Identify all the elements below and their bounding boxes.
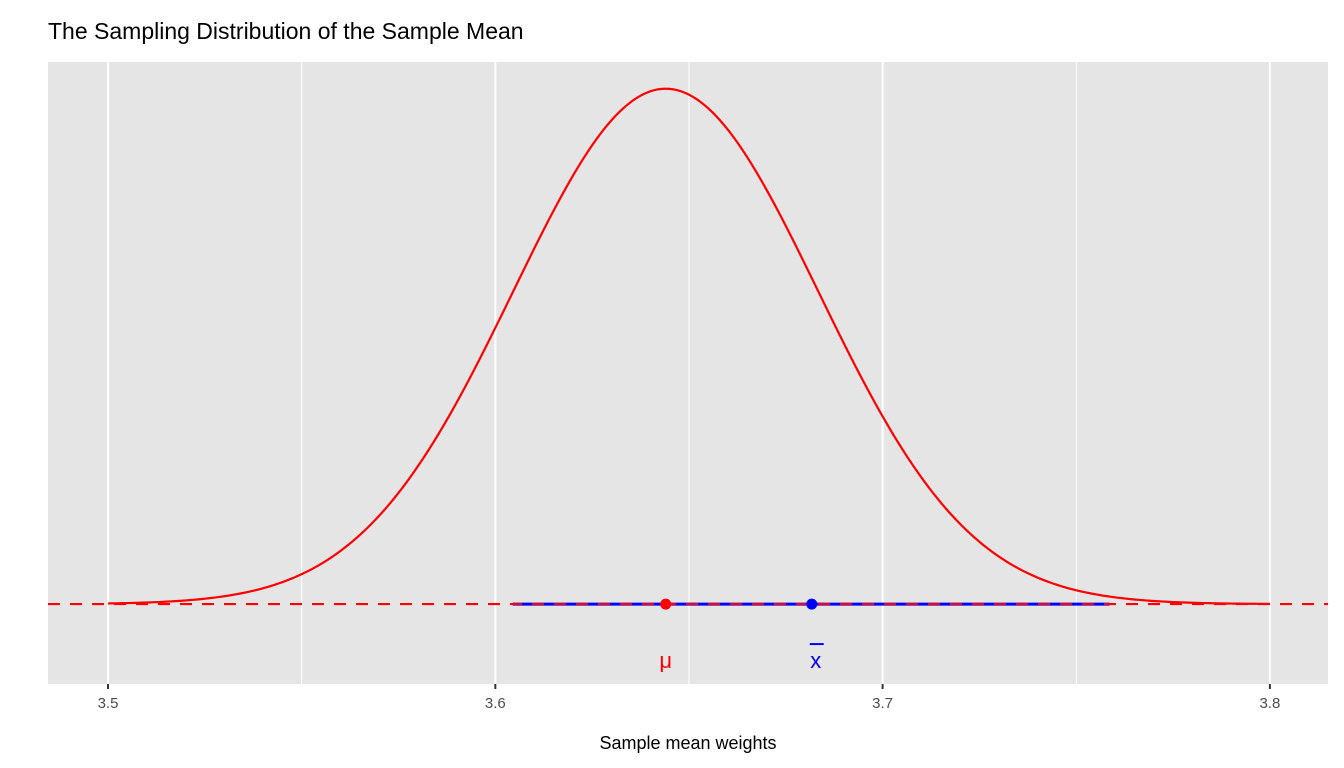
- x-axis-label: Sample mean weights: [599, 733, 776, 753]
- x-tick-label: 3.6: [485, 695, 506, 712]
- point: [660, 598, 672, 610]
- x-axis: 3.5 3.6 3.7 3.8: [98, 684, 1280, 712]
- point-label: μ: [659, 648, 672, 673]
- plot-panel: [48, 62, 1328, 684]
- x-tick-label: 3.7: [872, 695, 893, 712]
- x-tick-label: 3.5: [98, 695, 119, 712]
- point-label: x: [810, 648, 821, 673]
- x-tick-label: 3.8: [1259, 695, 1280, 712]
- point: [806, 598, 818, 610]
- density-curve: [108, 87, 1270, 605]
- gridlines: [107, 62, 1271, 684]
- chart-title: The Sampling Distribution of the Sample …: [48, 18, 524, 44]
